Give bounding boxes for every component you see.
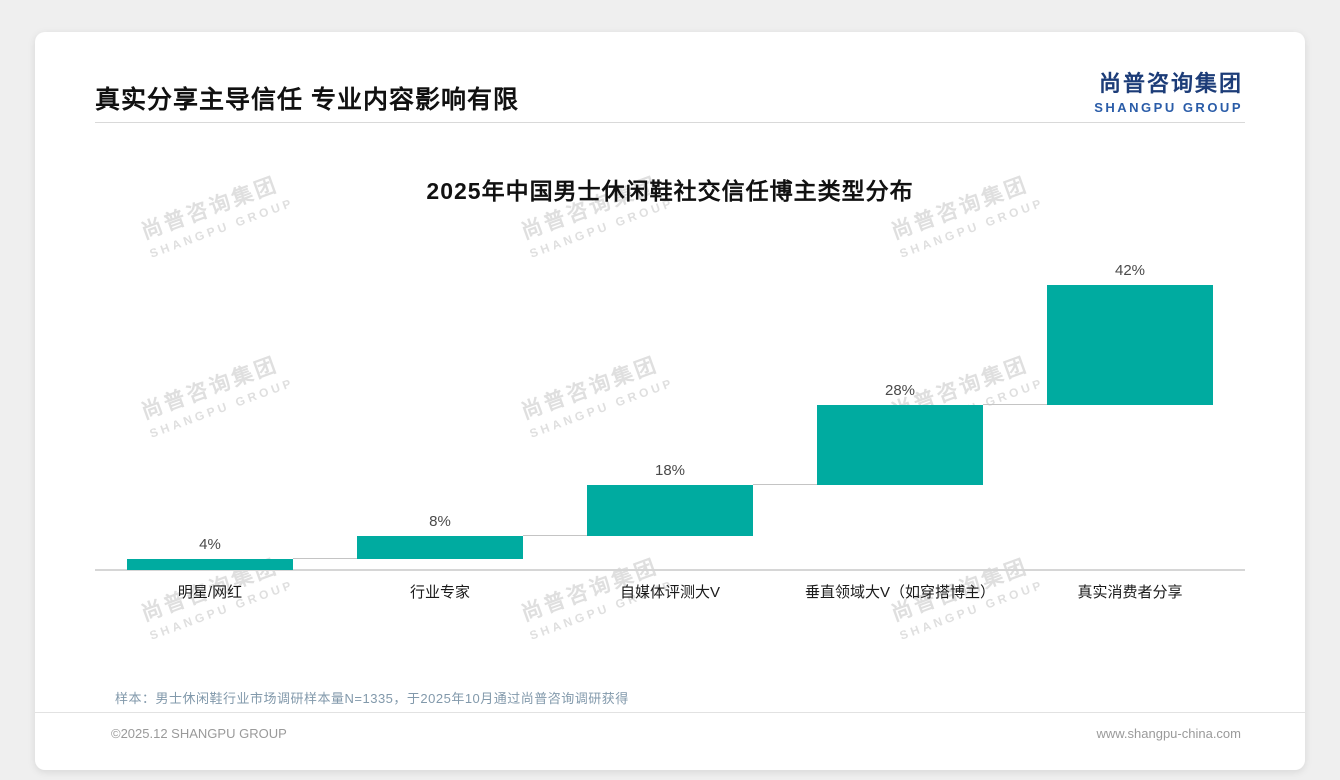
waterfall-connector	[983, 403, 1047, 405]
waterfall-chart: 4% 8% 18% 28% 42%	[95, 262, 1245, 571]
slide-title: 真实分享主导信任 专业内容影响有限	[95, 86, 519, 114]
bar-明星/网红	[127, 558, 293, 570]
copyright: ©2025.12 SHANGPU GROUP	[111, 726, 287, 741]
logo-en-text: SHANGPU GROUP	[1094, 100, 1243, 115]
category-label: 明星/网红	[177, 584, 243, 601]
website-url: www.shangpu-china.com	[1096, 726, 1241, 741]
bar-行业专家	[357, 535, 523, 559]
bar-value-label: 18%	[654, 461, 686, 479]
waterfall-connector	[523, 534, 587, 536]
bar-value-label: 28%	[884, 381, 916, 399]
category-labels: 明星/网红 行业专家 自媒体评测大V 垂直领域大V（如穿搭博主） 真实消费者分享	[95, 581, 1245, 602]
sample-note: 样本：男士休闲鞋行业市场调研样本量N=1335，于2025年10月通过尚普咨询调…	[115, 691, 629, 706]
company-logo: 尚普咨询集团 SHANGPU GROUP	[1094, 66, 1243, 115]
category-label: 行业专家	[409, 584, 470, 601]
bar-自媒体评测大V	[587, 484, 753, 536]
bar-value-label: 42%	[1114, 262, 1146, 279]
chart-title: 2025年中国男士休闲鞋社交信任博主类型分布	[426, 178, 914, 204]
slide-card: 尚普咨询集团 SHANGPU GROUP 尚普咨询集团 SHANGPU GROUP 尚普…	[35, 32, 1305, 770]
category-label: 垂直领域大V（如穿搭博主）	[804, 584, 995, 601]
category-label: 真实消费者分享	[1077, 584, 1183, 601]
waterfall-connector	[753, 483, 817, 485]
bar-value-label: 8%	[429, 512, 451, 530]
waterfall-connector	[293, 557, 357, 559]
bar-垂直领域大V（如穿搭博主）	[817, 404, 983, 485]
header-divider	[95, 122, 1245, 123]
bar-value-label: 4%	[199, 535, 221, 553]
logo-cn-text: 尚普咨询集团	[1098, 71, 1243, 96]
bar-真实消费者分享	[1047, 285, 1213, 405]
footer-divider	[35, 712, 1305, 713]
category-label: 自媒体评测大V	[619, 584, 720, 601]
x-axis-line	[95, 569, 1245, 571]
